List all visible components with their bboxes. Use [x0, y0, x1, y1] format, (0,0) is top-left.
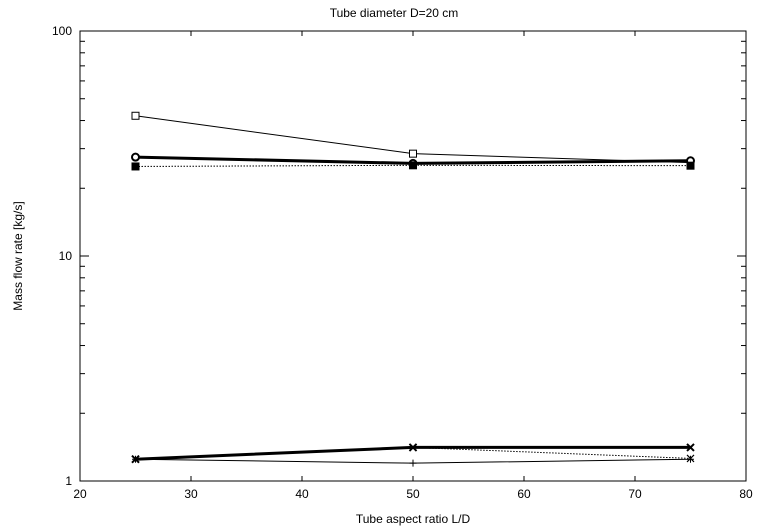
data-point	[409, 459, 417, 467]
x-tick-label: 80	[739, 487, 753, 501]
x-tick-label: 50	[406, 487, 420, 501]
x-axis: 20 30 40 50 60 70 80	[73, 31, 753, 501]
data-point	[687, 455, 694, 463]
data-point	[131, 162, 140, 171]
x-tick-label: 70	[628, 487, 642, 501]
chart-title: Tube diameter D=20 cm	[330, 6, 459, 20]
y-tick-label: 10	[59, 249, 73, 263]
y-tick-label: 100	[52, 24, 72, 38]
y-axis-label: Mass flow rate [kg/s]	[11, 201, 25, 310]
data-point	[132, 455, 139, 463]
y-axis: 1 10 100	[52, 24, 746, 488]
data-point	[409, 443, 417, 452]
x-axis-label: Tube aspect ratio L/D	[356, 512, 471, 526]
series-line	[135, 446, 691, 460]
data-point	[131, 152, 140, 162]
data-point	[409, 149, 417, 158]
plot-area	[79, 30, 747, 482]
series-line	[135, 164, 691, 167]
x-tick-label: 20	[73, 487, 87, 501]
x-tick-label: 30	[184, 487, 198, 501]
data-point	[131, 111, 140, 120]
data-point	[686, 443, 695, 452]
data-point	[686, 161, 695, 170]
x-tick-label: 40	[295, 487, 309, 501]
series-6	[132, 455, 694, 467]
series-line	[135, 445, 691, 461]
x-tick-label: 60	[517, 487, 531, 501]
series-layer	[131, 111, 695, 467]
y-tick-label: 1	[65, 474, 72, 488]
data-point	[409, 161, 417, 170]
series-3	[131, 161, 695, 171]
